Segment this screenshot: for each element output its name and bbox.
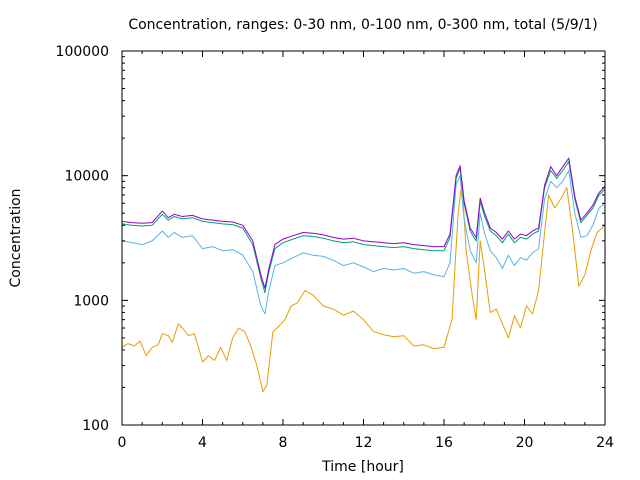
x-tick-label: 8 — [279, 435, 288, 451]
series-line-2 — [121, 170, 606, 315]
plot-lines — [121, 157, 606, 393]
series-line-1 — [121, 180, 606, 393]
x-tick-label: 4 — [198, 435, 207, 451]
y-tick-label: 1000 — [73, 293, 109, 309]
y-tick-label: 10000 — [64, 169, 109, 185]
x-axis-label: Time [hour] — [321, 459, 404, 475]
y-tick-label: 100000 — [56, 44, 109, 60]
series-line-3 — [121, 161, 606, 294]
x-tick-label: 24 — [596, 435, 614, 451]
x-tick-label: 12 — [355, 435, 373, 451]
y-tick-label: 100 — [82, 418, 109, 434]
x-tick-label: 20 — [516, 435, 534, 451]
axis-ticks: 0 4 8 12 16 20 24 100 1000 10000 100000 — [56, 44, 614, 451]
plot-frame — [121, 50, 606, 426]
series-line-4 — [121, 157, 606, 289]
x-tick-label: 0 — [118, 435, 127, 451]
y-axis-label: Concentration — [8, 188, 24, 287]
x-tick-label: 16 — [435, 435, 453, 451]
chart-title: Concentration, ranges: 0-30 nm, 0-100 nm… — [128, 17, 597, 33]
